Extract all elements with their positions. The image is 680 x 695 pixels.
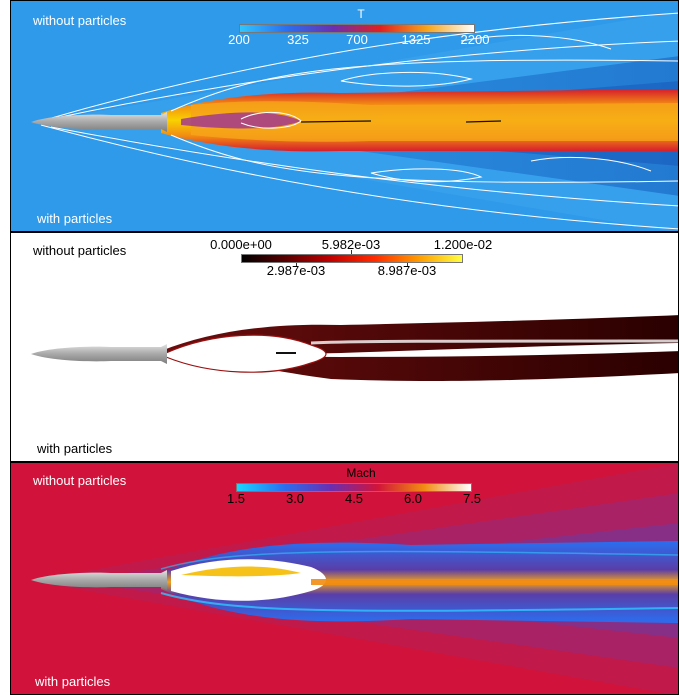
colorbar-tick-mark	[351, 250, 352, 254]
label-with-particles: with particles	[37, 441, 113, 456]
colorbar-gradient	[239, 24, 475, 33]
rocket-body	[31, 112, 167, 132]
colorbar-tick: 8.987e-03	[377, 263, 437, 278]
colorbar-gradient	[241, 254, 463, 263]
colorbar-tick: 3.0	[285, 491, 305, 506]
temperature-panel: without particles with particles T 200 3…	[10, 0, 679, 232]
colorbar-tick: 2200	[460, 32, 490, 47]
label-without-particles: without particles	[33, 473, 127, 488]
temperature-colorbar: T 200 325 700 1325 2200	[221, 7, 501, 47]
mach-panel: without particles with particles Mach 1.…	[10, 462, 679, 695]
colorbar-tick: 1.5	[226, 491, 246, 506]
particle-panel: without particles with particles 0.000e+…	[10, 232, 679, 462]
colorbar-tick: 700	[346, 32, 368, 47]
particle-field	[31, 315, 678, 381]
colorbar-tick: 6.0	[403, 491, 423, 506]
colorbar-tick: 1325	[401, 32, 431, 47]
colorbar-tick: 5.982e-03	[321, 237, 381, 252]
rocket-body	[31, 570, 167, 590]
rocket-body	[31, 344, 167, 364]
colorbar-title: Mach	[346, 466, 376, 480]
label-without-particles: without particles	[33, 243, 127, 258]
colorbar-tick: 325	[287, 32, 309, 47]
label-with-particles: with particles	[37, 211, 113, 226]
colorbar-tick: 1.200e-02	[433, 237, 493, 252]
colorbar-title: T	[357, 7, 365, 21]
colorbar-tick-mark	[296, 263, 297, 267]
colorbar-tick: 200	[228, 32, 250, 47]
label-without-particles: without particles	[33, 13, 127, 28]
colorbar-tick: 0.000e+00	[210, 237, 272, 252]
temperature-field	[31, 11, 678, 231]
colorbar-tick: 2.987e-03	[266, 263, 326, 278]
colorbar-tick-mark	[407, 263, 408, 267]
particle-colorbar: 0.000e+00 5.982e-03 1.200e-02 2.987e-03 …	[201, 237, 501, 285]
mach-colorbar: Mach 1.5 3.0 4.5 6.0 7.5	[216, 466, 506, 510]
colorbar-gradient	[236, 483, 472, 492]
colorbar-tick: 7.5	[462, 491, 482, 506]
colorbar-tick: 4.5	[344, 491, 364, 506]
mach-field	[31, 463, 678, 694]
label-with-particles: with particles	[35, 674, 111, 689]
